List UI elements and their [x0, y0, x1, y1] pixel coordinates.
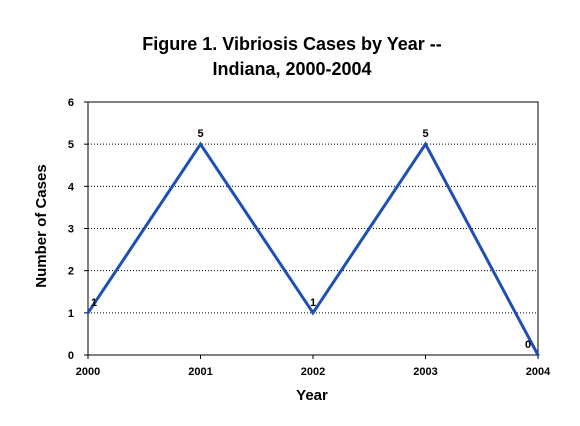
series-group	[86, 141, 540, 357]
x-axis-label: Year	[296, 387, 328, 404]
data-point	[536, 353, 540, 357]
data-label: 0	[525, 339, 531, 351]
x-tick-label: 2002	[301, 366, 325, 378]
x-tick-label: 2000	[76, 366, 100, 378]
y-tick-label: 4	[68, 181, 75, 193]
x-tick-label: 2001	[188, 366, 212, 378]
gridlines	[88, 143, 538, 314]
x-tick-label: 2003	[413, 366, 437, 378]
data-label: 5	[197, 128, 203, 140]
y-tick-label: 5	[68, 139, 74, 151]
y-tick-label: 0	[68, 350, 74, 362]
x-tick-label: 2004	[526, 366, 551, 378]
y-axis-label: Number of Cases	[33, 164, 50, 287]
data-label: 1	[91, 297, 97, 309]
chart-title-line1: Figure 1. Vibriosis Cases by Year --	[142, 34, 441, 54]
data-point	[86, 311, 90, 315]
y-tick-label: 2	[68, 266, 74, 278]
data-point	[311, 311, 315, 315]
y-tick-label: 6	[68, 97, 74, 109]
x-axis-ticks: 2000 2001 2002 2003 2004	[76, 355, 551, 378]
data-label: 5	[422, 128, 428, 140]
series-line	[86, 141, 540, 356]
y-axis-ticks: 0 1 2 3 4 5 6	[68, 97, 88, 362]
data-label: 1	[310, 297, 316, 309]
chart-title-line2: Indiana, 2000-2004	[212, 59, 371, 79]
data-labels: 1 5 1 5 0	[91, 128, 531, 351]
y-tick-label: 1	[68, 308, 74, 320]
y-tick-label: 3	[68, 224, 74, 236]
data-point	[424, 142, 427, 146]
data-point	[199, 142, 202, 146]
